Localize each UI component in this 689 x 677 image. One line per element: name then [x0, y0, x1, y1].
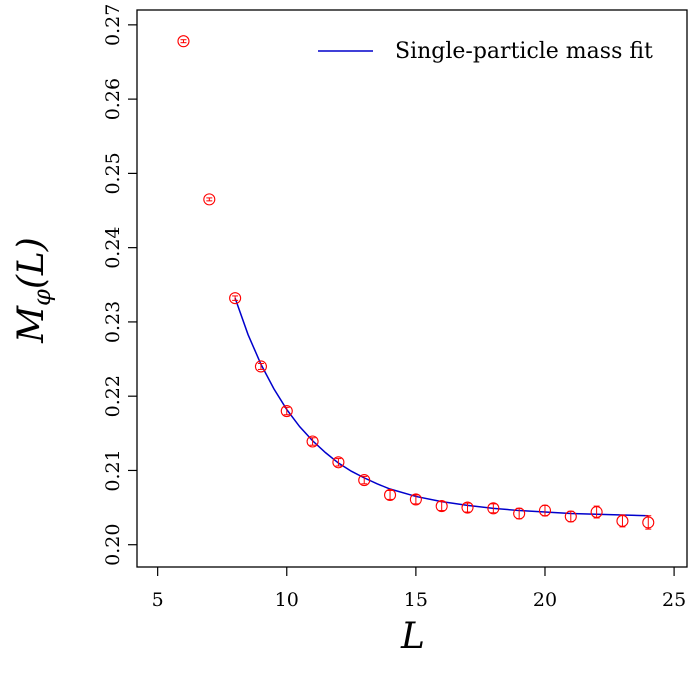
data-point-marker: [435, 500, 448, 513]
legend-entry-fit: Single-particle mass fit: [395, 39, 653, 64]
data-point-marker: [254, 360, 267, 373]
data-point: [358, 474, 371, 487]
plot-frame: [136, 9, 688, 568]
data-point: [177, 35, 190, 48]
data-point-marker: [229, 292, 242, 305]
data-point-marker: [358, 474, 371, 487]
data-point: [616, 514, 629, 528]
y-tick-label: 0.25: [102, 152, 124, 194]
data-point: [435, 500, 448, 513]
data-point: [203, 193, 216, 206]
x-axis-title: L: [400, 616, 425, 657]
y-axis-title: Mφ(L): [11, 237, 56, 344]
y-tick-label: 0.22: [102, 375, 124, 417]
y-tick-label: 0.21: [102, 449, 124, 491]
data-point-marker: [177, 35, 190, 48]
x-tick-label: 10: [275, 589, 299, 611]
data-point: [332, 456, 345, 469]
legend: Single-particle mass fit: [318, 39, 653, 64]
data-point: [461, 501, 474, 514]
x-tick-label: 15: [404, 589, 428, 611]
y-tick-label: 0.27: [102, 4, 124, 46]
y-axis-title-main: M: [11, 305, 52, 344]
data-point: [513, 507, 526, 520]
fit-layer: [234, 297, 649, 517]
data-point: [564, 510, 577, 523]
data-point-marker: [384, 488, 397, 502]
data-point-marker: [487, 502, 500, 515]
data-point: [487, 502, 500, 515]
x-tick-label: 20: [533, 589, 557, 611]
data-point-marker: [203, 193, 216, 206]
y-tick-label: 0.24: [102, 226, 124, 268]
data-point-marker: [306, 435, 319, 448]
y-tick-label: 0.20: [102, 524, 124, 566]
data-point: [306, 435, 319, 448]
data-point-marker: [461, 501, 474, 514]
y-axis-title-arg: (L): [11, 237, 52, 289]
data-point: [254, 360, 267, 373]
x-tick-label: 5: [152, 589, 164, 611]
data-point: [409, 493, 422, 506]
x-axis: 5 10 15 20 25: [152, 567, 686, 611]
y-tick-label: 0.23: [102, 301, 124, 343]
data-point-marker: [280, 404, 293, 418]
data-point: [642, 515, 655, 530]
y-axis-title-sub: φ: [28, 289, 56, 306]
y-axis: 0.20 0.21 0.22 0.23 0.24 0.25 0.26 0.27: [102, 4, 137, 566]
data-point-marker: [409, 493, 422, 506]
y-tick-label: 0.26: [102, 78, 124, 120]
data-point: [384, 488, 397, 502]
fit-curve: [234, 297, 649, 517]
x-tick-label: 25: [662, 589, 686, 611]
data-point: [229, 292, 242, 305]
data-point: [538, 504, 552, 517]
data-point-marker: [332, 456, 345, 469]
data-point: [280, 404, 293, 418]
points-layer: [177, 35, 655, 530]
data-point: [590, 505, 603, 519]
